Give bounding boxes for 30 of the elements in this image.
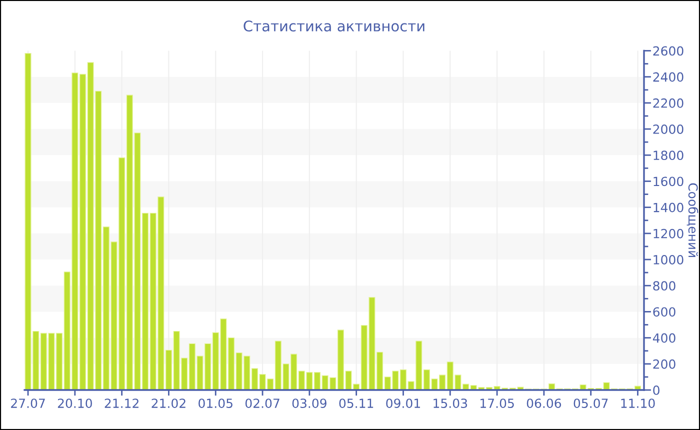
x-tick-label: 06.06 xyxy=(526,398,562,408)
y-tick-label: 2400 xyxy=(653,72,684,82)
x-tick-label: 27.07 xyxy=(11,398,45,408)
y-tick-label: 600 xyxy=(653,307,676,317)
x-tick-label: 17.05 xyxy=(480,398,514,408)
x-tick-label: 05.11 xyxy=(339,398,374,408)
x-tick-label: 21.02 xyxy=(152,398,186,408)
y-tick-label: 2600 xyxy=(653,46,684,56)
x-tick-label: 11.10 xyxy=(621,398,655,408)
y-tick-label: 1400 xyxy=(654,202,684,212)
y-tick-label: 1000 xyxy=(654,254,684,264)
x-tick-label: 05.07 xyxy=(574,398,608,408)
x-tick-label: 09.01 xyxy=(386,398,420,408)
y-axis-title: Сообщений xyxy=(686,183,698,258)
y-tick-label: 200 xyxy=(653,359,676,369)
y-tick-label: 800 xyxy=(653,281,676,291)
x-tick-label: 02.07 xyxy=(245,398,280,408)
y-tick-label: 2000 xyxy=(653,124,684,134)
y-tick-label: 1800 xyxy=(654,150,684,160)
x-tick-label: 21.12 xyxy=(104,398,138,408)
x-tick-label: 01.05 xyxy=(198,398,232,408)
y-tick-label: 1200 xyxy=(654,228,684,238)
chart-title: Статистика активности xyxy=(244,20,424,32)
x-tick-label: 03.09 xyxy=(292,398,326,408)
x-tick-label: 20.10 xyxy=(58,398,92,408)
y-tick-label: 1600 xyxy=(654,176,684,186)
y-tick-label: 2200 xyxy=(653,98,684,108)
x-tick-label: 15.03 xyxy=(434,398,468,408)
y-tick-label: 400 xyxy=(652,333,676,343)
y-tick-label: 0 xyxy=(653,385,660,395)
